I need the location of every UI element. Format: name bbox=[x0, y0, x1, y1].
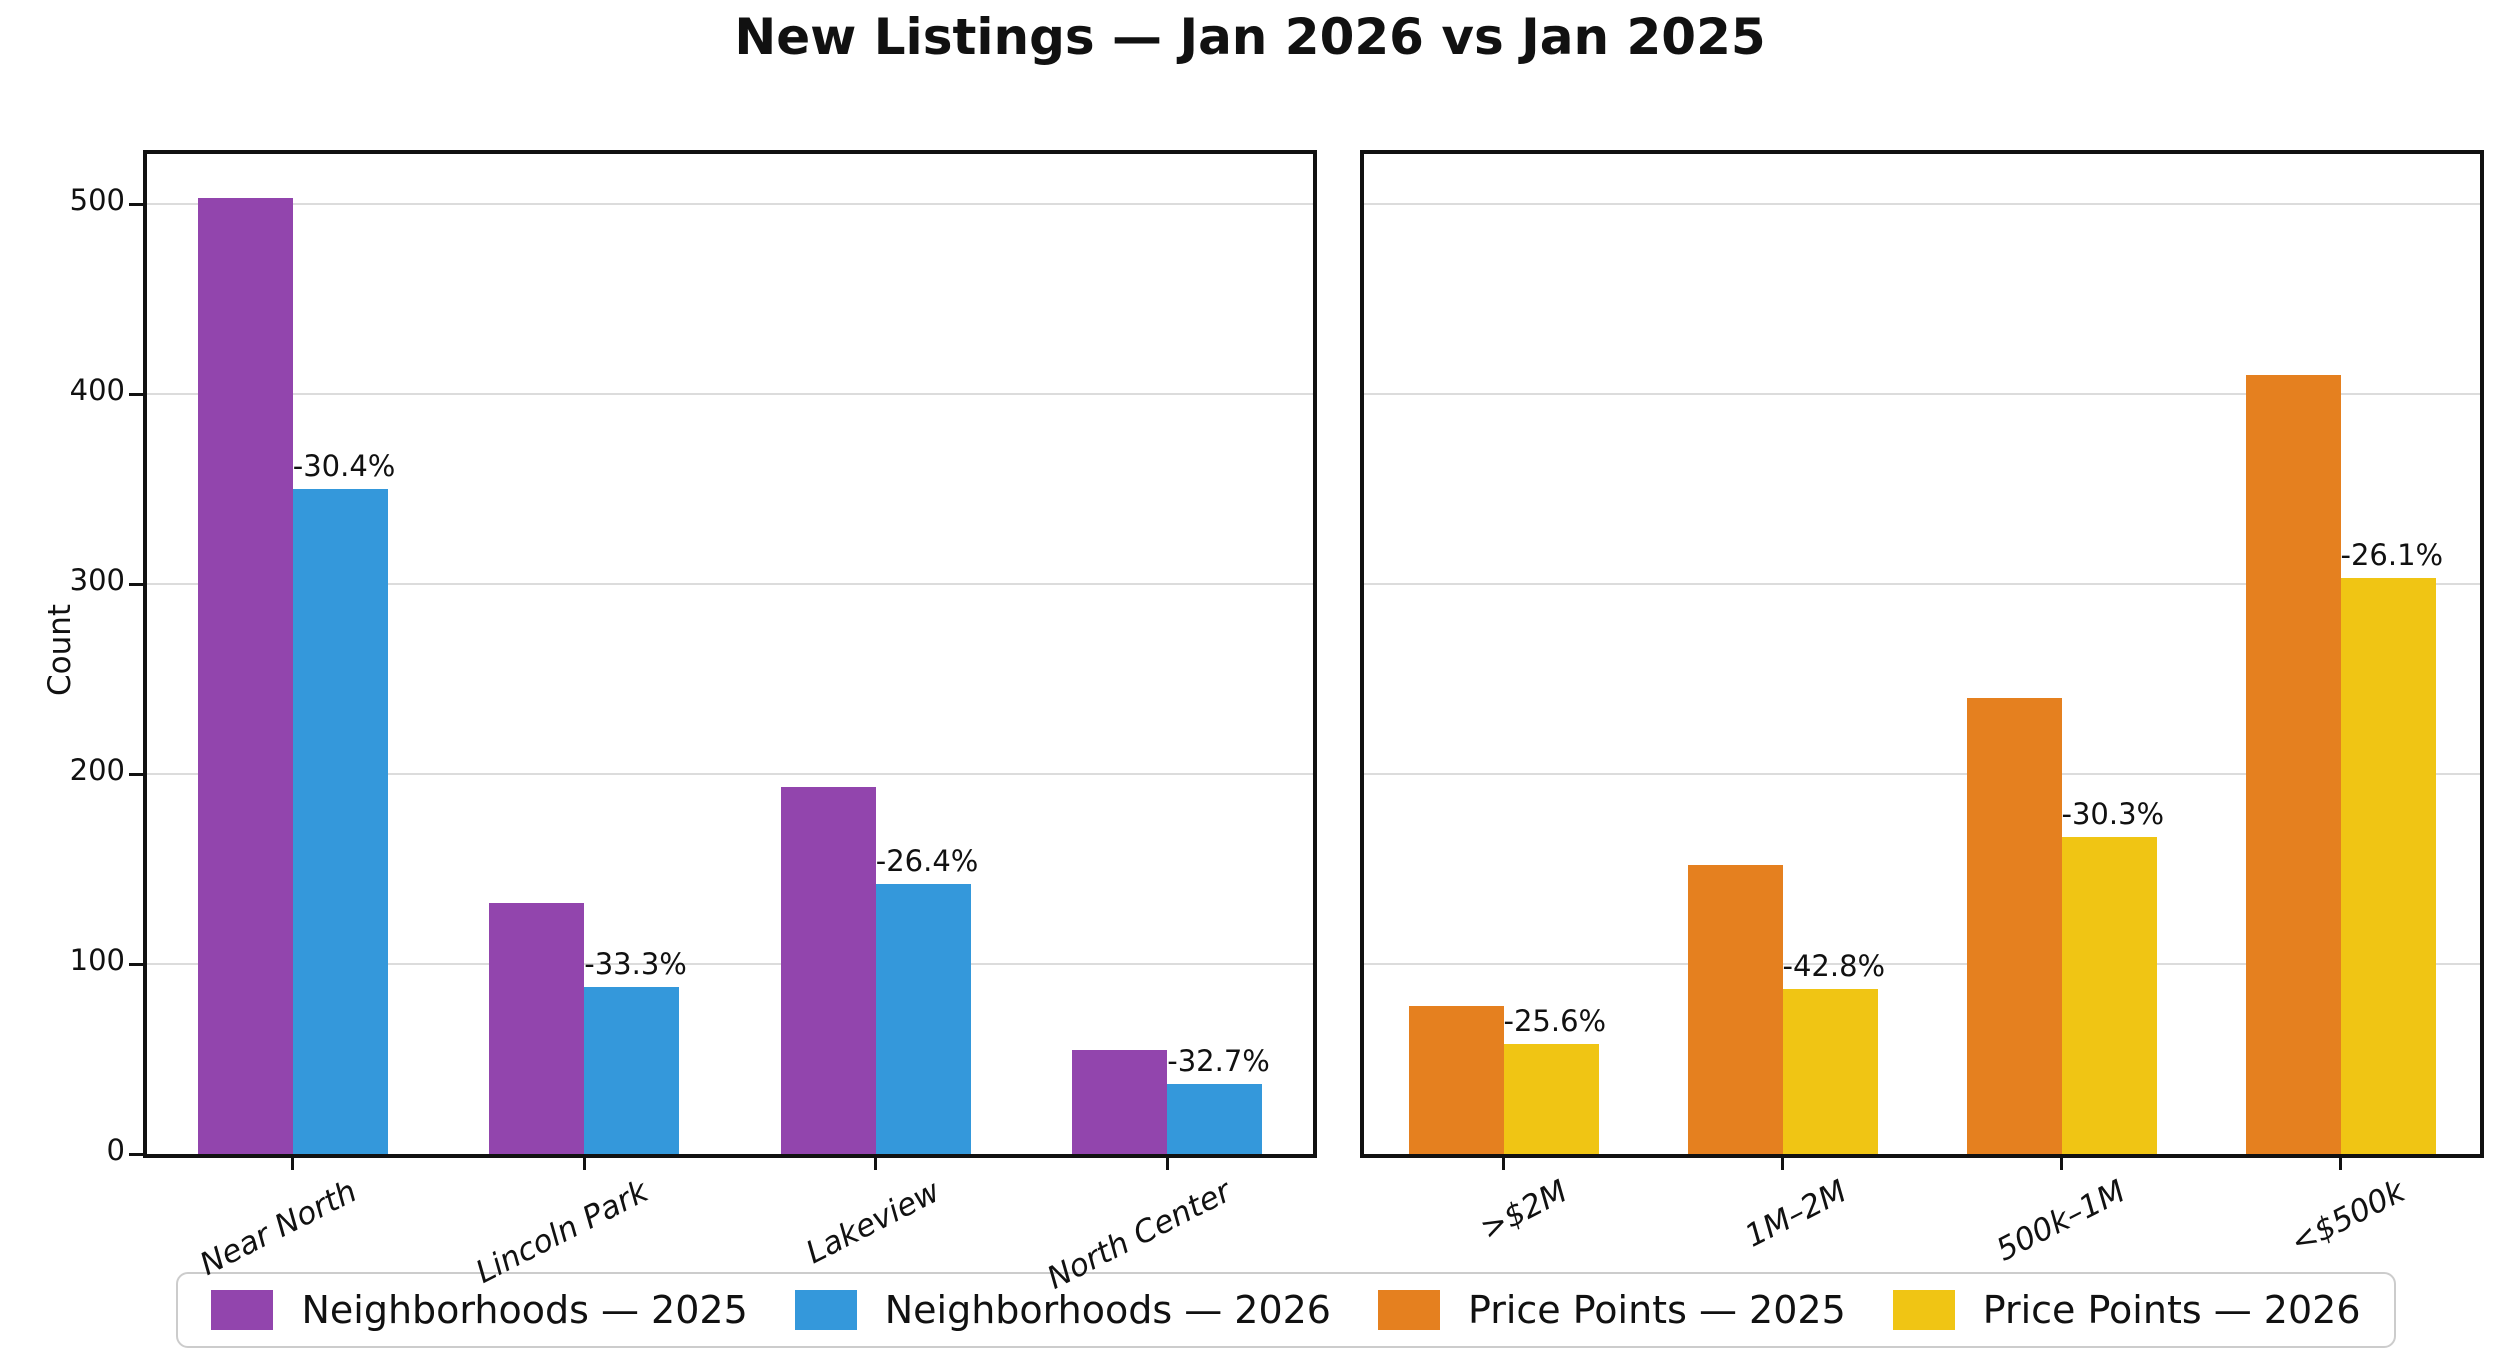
y-tick-mark bbox=[129, 582, 143, 586]
bar-price-points-2026 bbox=[1503, 1043, 1599, 1154]
gridline-500 bbox=[147, 203, 1313, 205]
bar-price-points-2026 bbox=[2061, 836, 2157, 1154]
x-tick-mark bbox=[582, 1154, 586, 1170]
y-tick-mark bbox=[129, 392, 143, 396]
bar-neighborhoods-2026 bbox=[584, 986, 680, 1154]
gridline-100 bbox=[1364, 963, 2480, 965]
legend-label: Price Points — 2025 bbox=[1467, 1288, 1846, 1332]
x-tick-mark bbox=[2339, 1154, 2342, 1170]
bar-neighborhoods-2025 bbox=[489, 903, 585, 1154]
pct-change-label: -30.3% bbox=[2061, 796, 2165, 831]
pct-change-label: -42.8% bbox=[1782, 948, 1886, 983]
pct-change-label: -33.3% bbox=[584, 946, 687, 981]
bar-neighborhoods-2025 bbox=[780, 787, 876, 1154]
x-tick-mark bbox=[291, 1154, 295, 1170]
y-tick-mark bbox=[129, 1152, 143, 1156]
gridline-300 bbox=[1364, 583, 2480, 585]
x-tick-mark bbox=[874, 1154, 878, 1170]
legend: Neighborhoods — 2025 Neighborhoods — 2026… bbox=[176, 1272, 2396, 1348]
legend-item: Neighborhoods — 2026 bbox=[794, 1288, 1331, 1332]
legend-label: Neighborhoods — 2026 bbox=[884, 1288, 1331, 1332]
category-label: Lakeview bbox=[800, 1173, 946, 1272]
category-label: <$500k bbox=[2284, 1173, 2411, 1262]
legend-label: Price Points — 2026 bbox=[1982, 1288, 2361, 1332]
bar-neighborhoods-2026 bbox=[292, 489, 388, 1154]
legend-item: Price Points — 2025 bbox=[1377, 1288, 1846, 1332]
y-tick-label: 200 bbox=[69, 753, 125, 787]
category-label: 500k–1M bbox=[1991, 1173, 2132, 1269]
y-tick-label: 0 bbox=[106, 1133, 125, 1167]
x-tick-mark bbox=[1502, 1154, 1505, 1170]
pct-change-label: -30.4% bbox=[292, 449, 396, 483]
gridline-200 bbox=[147, 773, 1313, 775]
bar-neighborhoods-2025 bbox=[1072, 1049, 1168, 1154]
legend-label: Neighborhoods — 2025 bbox=[301, 1288, 748, 1332]
gridline-100 bbox=[147, 963, 1313, 965]
y-tick-mark bbox=[129, 962, 143, 966]
y-tick-mark bbox=[129, 772, 143, 776]
gridline-200 bbox=[1364, 773, 2480, 775]
pct-change-label: -25.6% bbox=[1503, 1003, 1607, 1038]
neighborhoods-chart-panel: -30.4% Near North -33.3% Lincoln Park -26.4%… bbox=[129, 150, 1317, 1297]
pct-change-label: -32.7% bbox=[1167, 1043, 1270, 1078]
bar-neighborhoods-2025 bbox=[197, 198, 293, 1154]
legend-swatch bbox=[1892, 1290, 1955, 1330]
bar-price-points-2025 bbox=[1408, 1005, 1504, 1154]
bar-price-points-2026 bbox=[2340, 578, 2436, 1154]
y-tick-label: 400 bbox=[69, 373, 125, 407]
pct-change-label: -26.1% bbox=[2340, 538, 2444, 573]
bar-neighborhoods-2026 bbox=[875, 884, 971, 1154]
bar-price-points-2026 bbox=[1782, 988, 1878, 1154]
bar-neighborhoods-2026 bbox=[1167, 1083, 1263, 1154]
chart-title: New Listings — Jan 2026 vs Jan 2025 bbox=[734, 8, 1766, 66]
y-tick-label: 500 bbox=[69, 183, 125, 217]
legend-swatch bbox=[211, 1290, 274, 1330]
category-label: Near North bbox=[194, 1173, 363, 1283]
bar-price-points-2025 bbox=[1966, 698, 2062, 1154]
bar-price-points-2025 bbox=[1687, 865, 1783, 1154]
pct-change-label: -26.4% bbox=[875, 844, 979, 879]
x-tick-mark bbox=[1165, 1154, 1169, 1170]
legend-item: Price Points — 2026 bbox=[1892, 1288, 2361, 1332]
gridline-300 bbox=[147, 583, 1313, 585]
category-label: >$2M bbox=[1475, 1173, 1574, 1248]
y-tick-label: 300 bbox=[69, 563, 125, 597]
legend-swatch bbox=[794, 1290, 857, 1330]
y-tick-label: 100 bbox=[69, 943, 125, 977]
gridline-500 bbox=[1364, 203, 2480, 205]
y-tick-mark bbox=[129, 202, 143, 206]
bar-price-points-2025 bbox=[2245, 375, 2341, 1154]
gridline-400 bbox=[1364, 393, 2480, 395]
x-tick-mark bbox=[1781, 1154, 1784, 1170]
x-tick-mark bbox=[2060, 1154, 2063, 1170]
gridline-400 bbox=[147, 393, 1313, 395]
legend-item: Neighborhoods — 2025 bbox=[211, 1288, 748, 1332]
y-axis-label: Count bbox=[42, 603, 79, 697]
price-points-chart-panel: -25.6% >$2M -42.8% 1M–2M -30.3% 500k–1M -26.1%… bbox=[1360, 150, 2484, 1269]
category-label: 1M–2M bbox=[1739, 1173, 1853, 1255]
legend-swatch bbox=[1377, 1290, 1440, 1330]
